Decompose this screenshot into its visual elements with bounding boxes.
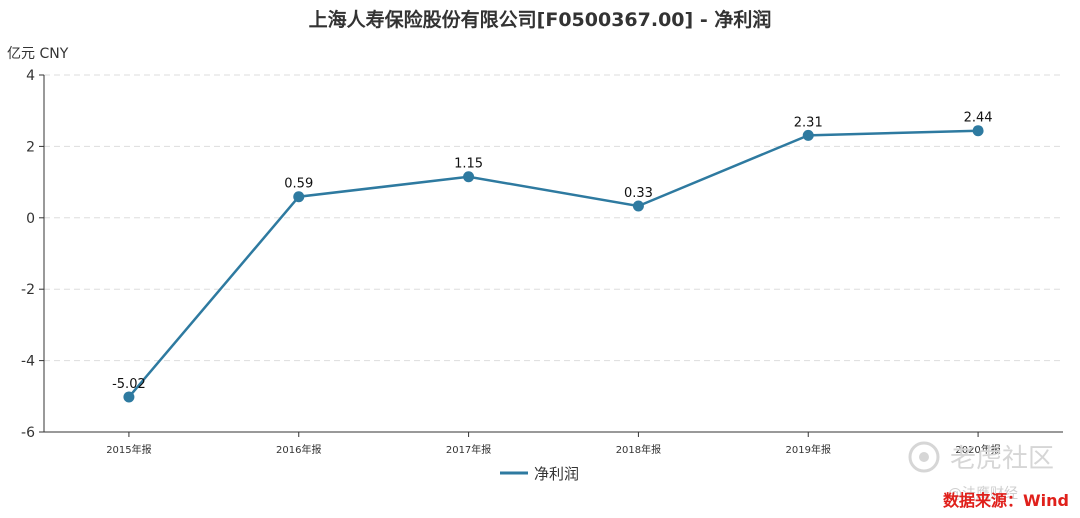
x-tick-label: 2019年报	[786, 443, 831, 456]
y-tick-labels: 4 2 0 -2 -4 -6	[21, 68, 35, 441]
legend[interactable]: 净利润	[500, 465, 579, 483]
data-point	[293, 191, 305, 203]
data-label: 0.33	[624, 186, 653, 201]
data-label: 2.31	[794, 115, 823, 130]
series-net-profit	[123, 125, 984, 403]
data-point	[123, 391, 135, 403]
y-tick-label: -2	[21, 282, 35, 298]
watermark-text: 老虎社区	[950, 444, 1054, 474]
x-tick-labels: 2015年报 2016年报 2017年报 2018年报 2019年报 2020年报	[106, 432, 1001, 456]
y-tick-label: 4	[26, 68, 35, 84]
x-tick-label: 2020年报	[955, 443, 1000, 456]
x-tick-label: 2015年报	[106, 443, 151, 456]
data-point	[972, 125, 984, 137]
data-label: 2.44	[964, 111, 993, 126]
source-note: 数据来源：Wind	[943, 491, 1069, 510]
x-tick-label: 2016年报	[276, 443, 321, 456]
y-tick-label: -6	[21, 425, 35, 441]
x-tick-label: 2018年报	[616, 443, 661, 456]
x-tick-label: 2017年报	[446, 443, 491, 456]
data-point	[463, 171, 475, 183]
y-axis-unit: 亿元 CNY	[7, 46, 69, 62]
series-line	[127, 129, 979, 398]
chart-title: 上海人寿保险股份有限公司[F0500367.00] - 净利润	[309, 8, 772, 31]
data-point	[632, 200, 644, 212]
data-label: 0.59	[284, 177, 313, 192]
data-point	[802, 129, 814, 141]
y-tick-label: 0	[26, 211, 35, 227]
watermark: 老虎社区 @法鹰财经	[908, 441, 1054, 502]
data-labels: -5.02 0.59 1.15 0.33 2.31 2.44	[112, 111, 992, 392]
gridlines	[39, 74, 1063, 433]
tiger-logo-icon	[908, 441, 940, 473]
watermark-sub: @法鹰财经	[948, 486, 1018, 502]
y-tick-label: -4	[21, 354, 35, 370]
axes	[43, 75, 1063, 433]
legend-label: 净利润	[534, 465, 579, 483]
data-label: -5.02	[112, 377, 146, 392]
y-tick-label: 2	[26, 139, 35, 155]
data-label: 1.15	[454, 157, 483, 172]
